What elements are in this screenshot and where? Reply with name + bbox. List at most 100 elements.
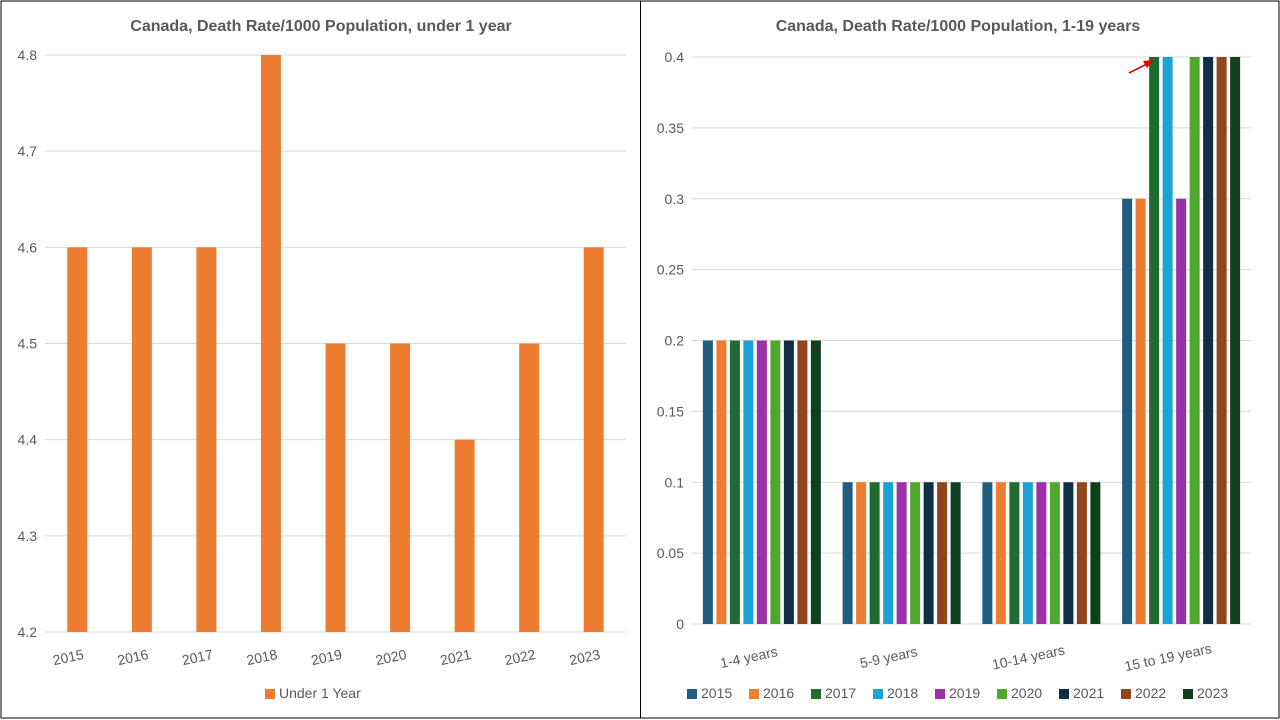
bar [1076, 482, 1087, 624]
bar [1049, 482, 1060, 624]
bar [950, 482, 961, 624]
arrow-shaft [1128, 63, 1148, 74]
legend-swatch [749, 689, 759, 699]
legend-swatch [265, 689, 275, 699]
x-tick-label: 2016 [116, 646, 150, 668]
bar [923, 482, 934, 624]
chart-title: Canada, Death Rate/1000 Population, 1-19… [776, 18, 1141, 35]
bar [869, 482, 880, 624]
legend-swatch [1121, 689, 1131, 699]
bar [1230, 57, 1241, 624]
bar [1090, 482, 1101, 624]
bar [842, 482, 853, 624]
legend: 2015 2016 2017 2018 2019 2020 2021 2022 2023 [687, 685, 1228, 701]
y-tick-label: 0.15 [657, 403, 684, 419]
bar [454, 439, 475, 632]
x-tick-label: 2023 [568, 646, 602, 668]
y-tick-label: 4.7 [18, 143, 38, 159]
y-tick-label: 0.1 [665, 474, 685, 490]
legend-swatch [1183, 689, 1193, 699]
bar [519, 343, 540, 632]
bar [995, 482, 1006, 624]
bar [743, 340, 754, 624]
bar [856, 482, 867, 624]
legend-swatch [997, 689, 1007, 699]
legend: Under 1 Year [265, 685, 361, 701]
y-tick-label: 0.2 [665, 333, 685, 349]
bar [1162, 57, 1173, 624]
bar [1135, 198, 1146, 624]
bar [1022, 482, 1033, 624]
legend-swatch [873, 689, 883, 699]
x-tick-label: 2020 [374, 646, 408, 668]
bar [982, 482, 993, 624]
legend-label: 2022 [1135, 685, 1166, 701]
bar [260, 55, 281, 632]
bar [1149, 57, 1160, 624]
x-tick-label: 2022 [503, 646, 537, 668]
bar [67, 247, 88, 633]
bar [196, 247, 217, 633]
legend-label: 2023 [1197, 685, 1228, 701]
legend-label: 2016 [763, 685, 794, 701]
legend-label: 2015 [701, 685, 732, 701]
y-tick-label: 0.3 [665, 191, 685, 207]
legend-swatch [935, 689, 945, 699]
y-tick-label: 0 [676, 616, 684, 632]
y-tick-label: 4.3 [18, 528, 38, 544]
bar [1216, 57, 1227, 624]
y-tick-label: 4.6 [18, 239, 38, 255]
legend-label: 2021 [1073, 685, 1104, 701]
chart-title: Canada, Death Rate/1000 Population, unde… [130, 18, 511, 35]
bar [770, 340, 781, 624]
y-tick-label: 4.4 [18, 432, 38, 448]
bar [1203, 57, 1214, 624]
bar [910, 482, 921, 624]
y-axis-ticks: 4.2 4.3 4.4 4.5 4.6 4.7 4.8 [18, 47, 38, 640]
x-tick-label: 2015 [51, 646, 85, 668]
y-tick-label: 0.4 [665, 49, 685, 65]
y-tick-label: 4.8 [18, 47, 38, 63]
chart-under-1-year: Canada, Death Rate/1000 Population, unde… [18, 18, 626, 701]
legend-label: Under 1 Year [279, 685, 361, 701]
bars [67, 55, 604, 633]
y-tick-label: 4.5 [18, 336, 38, 352]
bar [325, 343, 346, 632]
x-axis-ticks: 2015 2016 2017 2018 2019 2020 2021 2022 2023 [51, 646, 601, 668]
legend-label: 2017 [825, 685, 856, 701]
y-tick-label: 0.25 [657, 262, 684, 278]
y-tick-label: 0.35 [657, 120, 684, 136]
bar [1063, 482, 1074, 624]
bar [1189, 57, 1200, 624]
bar [1176, 198, 1187, 624]
x-tick-label: 2017 [180, 646, 214, 668]
bar [810, 340, 821, 624]
legend-swatch [687, 689, 697, 699]
annotation-arrow [1128, 60, 1154, 74]
bar [937, 482, 948, 624]
legend-label: 2019 [949, 685, 980, 701]
bar [390, 343, 411, 632]
bar [1036, 482, 1047, 624]
bar [716, 340, 727, 624]
bar [583, 247, 604, 633]
legend-swatch [811, 689, 821, 699]
bar [702, 340, 713, 624]
arrow-head [1143, 60, 1154, 68]
y-axis-ticks: 0 0.05 0.1 0.15 0.2 0.25 0.3 0.35 0.4 [657, 49, 684, 632]
bar [756, 340, 767, 624]
bars [702, 57, 1241, 624]
y-tick-label: 0.05 [657, 545, 684, 561]
bar [797, 340, 808, 624]
bar [883, 482, 894, 624]
bar [896, 482, 907, 624]
x-tick-label: 2019 [310, 646, 344, 668]
legend-label: 2020 [1011, 685, 1042, 701]
x-tick-label: 2021 [439, 646, 473, 668]
bar [131, 247, 152, 633]
bar [1009, 482, 1020, 624]
bar [1122, 198, 1133, 624]
x-tick-label: 2018 [245, 646, 279, 668]
bar [783, 340, 794, 624]
